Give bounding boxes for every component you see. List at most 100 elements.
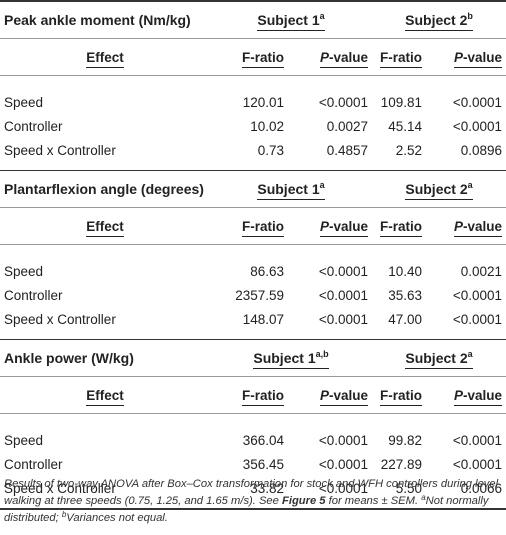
- subject-2-f-ratio-cell: 227.89: [380, 456, 422, 472]
- table-rule: [0, 413, 506, 414]
- subject-1-f-ratio-cell: 2357.59: [235, 287, 284, 303]
- effect-cell: Speed: [4, 432, 44, 448]
- subject-1-p-value-cell: <0.0001: [318, 432, 368, 448]
- subject-2-label: Subject 2: [405, 12, 468, 28]
- section-title: Ankle power (W/kg): [4, 350, 134, 366]
- subject-1-f-ratio-cell: 0.73: [257, 142, 284, 158]
- subject-2-header: Subject 2a: [372, 171, 506, 208]
- footnote-mark-a: a: [421, 493, 426, 502]
- effect-header-label: Effect: [86, 218, 124, 237]
- footnote-mark-b: b: [61, 510, 67, 519]
- p-value-suffix: -value: [328, 49, 368, 65]
- subject-2-footnote: b: [467, 11, 473, 21]
- subject-1-label: Subject 1: [253, 350, 316, 366]
- effect-header: Effect: [0, 377, 210, 414]
- subject-2-header: Subject 2b: [372, 2, 506, 39]
- effect-header: Effect: [0, 208, 210, 245]
- column-header-row: Effect F-ratio P-value F-ratio P-value: [0, 39, 506, 76]
- table-rule: [0, 38, 506, 39]
- subject-2-f-ratio-cell: 10.40: [388, 263, 422, 279]
- subject-1-p-value-cell: 0.4857: [326, 142, 368, 158]
- f-ratio-header-label: F-ratio: [380, 49, 422, 68]
- subject-2-p-value-cell: <0.0001: [452, 311, 502, 327]
- table-row: Speed x Controller 33.82 <0.0001 5.50 0.0066: [0, 476, 506, 509]
- p-value-letter: P: [319, 218, 329, 234]
- subject-1-f-ratio-cell: 10.02: [250, 118, 284, 134]
- subject-1-footnote: a: [319, 11, 325, 21]
- p-value-letter: P: [453, 387, 463, 403]
- figure-link[interactable]: Figure 5: [282, 495, 326, 507]
- f-ratio-header: F-ratio: [210, 208, 292, 245]
- f-ratio-header-label: F-ratio: [242, 387, 284, 406]
- p-value-header-wrap: P-value: [453, 387, 502, 406]
- effect-cell: Speed: [4, 263, 44, 279]
- p-value-letter: P: [453, 49, 463, 65]
- subject-2-label: Subject 2: [405, 181, 468, 197]
- subject-1-f-ratio-cell: 120.01: [242, 94, 284, 110]
- subject-2-p-value-cell: 0.0066: [460, 480, 502, 496]
- subject-1-p-value-cell: <0.0001: [318, 263, 368, 279]
- p-value-header: P-value: [292, 39, 372, 76]
- table-rule: [0, 376, 506, 377]
- subject-2-label: Subject 2: [405, 350, 468, 366]
- subject-1-header: Subject 1a,b: [210, 340, 372, 377]
- subject-1-f-ratio-cell: 366.04: [242, 432, 284, 448]
- table-spacer: [0, 414, 506, 428]
- effect-cell: Speed x Controller: [4, 311, 116, 327]
- table-row: Speed x Controller 148.07 <0.0001 47.00 <0.0…: [0, 307, 506, 340]
- subject-1-f-ratio-cell: 86.63: [250, 263, 284, 279]
- subject-1-label: Subject 1: [257, 181, 320, 197]
- p-value-header: P-value: [430, 208, 506, 245]
- subject-2-header: Subject 2a: [372, 340, 506, 377]
- table-rule: [0, 170, 506, 171]
- subject-1-header: Subject 1a: [210, 2, 372, 39]
- subject-1-f-ratio-cell: 148.07: [242, 311, 284, 327]
- subject-2-p-value-cell: <0.0001: [452, 287, 502, 303]
- subject-2-p-value-cell: <0.0001: [452, 456, 502, 472]
- p-value-letter: P: [319, 387, 329, 403]
- caption-text-2: for means ± SEM.: [325, 495, 422, 507]
- effect-header-label: Effect: [86, 387, 124, 406]
- effect-header-label: Effect: [86, 49, 124, 68]
- subject-2-label-wrap: Subject 2b: [405, 12, 473, 31]
- p-value-header-wrap: P-value: [453, 218, 502, 237]
- table-spacer: [0, 76, 506, 90]
- table-body: Peak ankle moment (Nm/kg) Subject 1a Subje…: [0, 0, 506, 511]
- effect-cell: Controller: [4, 118, 63, 134]
- p-value-letter: P: [319, 49, 329, 65]
- column-header-row: Effect F-ratio P-value F-ratio P-value: [0, 377, 506, 414]
- table-caption: Results of two-way ANOVA after Box–Cox t…: [4, 476, 502, 527]
- section-title: Peak ankle moment (Nm/kg): [4, 12, 191, 28]
- table-row: Controller 2357.59 <0.0001 35.63 <0.0001: [0, 283, 506, 307]
- p-value-suffix: -value: [462, 49, 502, 65]
- subject-2-f-ratio-cell: 35.63: [388, 287, 422, 303]
- subject-1-p-value-cell: <0.0001: [318, 287, 368, 303]
- f-ratio-header: F-ratio: [210, 39, 292, 76]
- subject-1-p-value-cell: <0.0001: [318, 311, 368, 327]
- p-value-header: P-value: [430, 39, 506, 76]
- table-rule: [0, 244, 506, 245]
- subject-1-header: Subject 1a: [210, 171, 372, 208]
- subject-1-label-wrap: Subject 1a,b: [253, 350, 329, 369]
- subject-2-label-wrap: Subject 2a: [405, 350, 473, 369]
- effect-cell: Controller: [4, 456, 63, 472]
- subject-1-p-value-cell: 0.0027: [326, 118, 368, 134]
- subject-2-p-value-cell: 0.0896: [460, 142, 502, 158]
- p-value-suffix: -value: [328, 218, 368, 234]
- section-title: Plantarflexion angle (degrees): [4, 181, 204, 197]
- footnote-b: Variances not equal.: [66, 512, 168, 524]
- section-header-row: Ankle power (W/kg) Subject 1a,b Subject 2a: [0, 340, 506, 377]
- footnote-a: Not normally distributed;: [4, 495, 489, 524]
- f-ratio-header: F-ratio: [372, 377, 430, 414]
- effect-cell: Controller: [4, 287, 63, 303]
- f-ratio-header-label: F-ratio: [242, 218, 284, 237]
- p-value-suffix: -value: [462, 218, 502, 234]
- subject-2-f-ratio-cell: 5.50: [395, 480, 422, 496]
- table-row: Speed 366.04 <0.0001 99.82 <0.0001: [0, 428, 506, 452]
- subject-2-label-wrap: Subject 2a: [405, 181, 473, 200]
- subject-1-p-value-cell: <0.0001: [318, 480, 368, 496]
- subject-2-p-value-cell: <0.0001: [452, 94, 502, 110]
- table-spacer: [0, 245, 506, 259]
- subject-1-label-wrap: Subject 1a: [257, 11, 325, 31]
